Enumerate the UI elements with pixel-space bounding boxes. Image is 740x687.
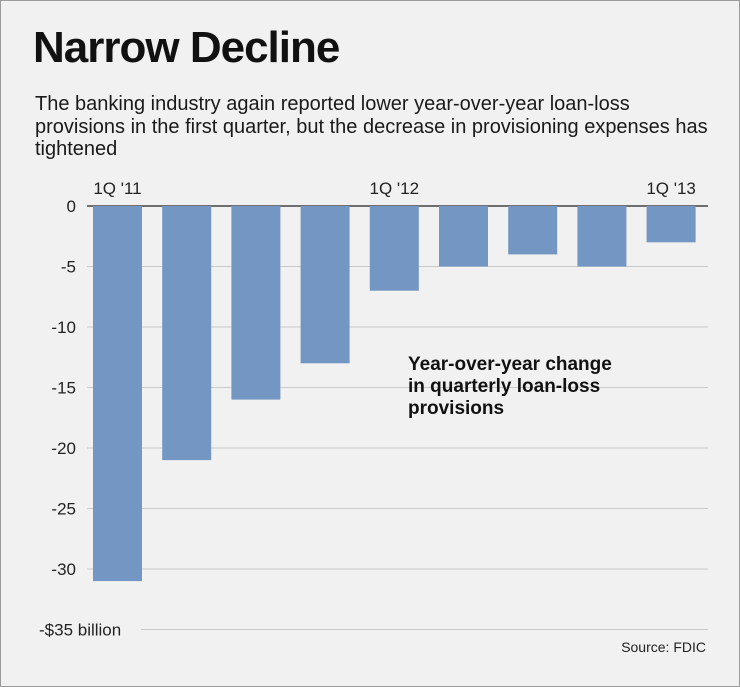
bar — [93, 206, 142, 582]
bars — [93, 206, 696, 582]
x-tick-label: 1Q '12 — [370, 179, 420, 198]
annotation-line: provisions — [408, 398, 504, 419]
bar — [162, 206, 212, 461]
y-tick-label: -$35 billion — [39, 621, 121, 640]
bar — [369, 206, 419, 291]
chart-title: Narrow Decline — [33, 23, 340, 72]
bar — [300, 206, 350, 364]
chart-subtitle: The banking industry again reported lowe… — [35, 93, 708, 160]
x-tick-label: 1Q '13 — [646, 179, 696, 198]
y-tick-label: -25 — [51, 500, 76, 519]
y-tick-label: -15 — [51, 379, 76, 398]
y-axis-labels: 0 -5 -10 -15 -20 -25 -30 -$35 billion — [39, 197, 121, 640]
bar — [231, 206, 281, 400]
y-tick-label: -30 — [51, 560, 76, 579]
source-note: Source: FDIC — [621, 639, 706, 655]
y-tick-label: -20 — [51, 439, 76, 458]
bar — [508, 206, 558, 255]
y-tick-label: 0 — [67, 197, 76, 216]
bar — [577, 206, 627, 267]
x-tick-label: 1Q '11 — [93, 179, 141, 198]
bar — [439, 206, 488, 267]
y-tick-label: -5 — [61, 258, 76, 277]
x-axis-labels: 1Q '11 1Q '12 1Q '13 — [93, 179, 696, 198]
bar — [646, 206, 696, 243]
annotation-line: Year-over-year change — [408, 354, 612, 375]
annotation-line: in quarterly loan-loss — [408, 376, 600, 397]
y-tick-label: -10 — [51, 318, 76, 337]
